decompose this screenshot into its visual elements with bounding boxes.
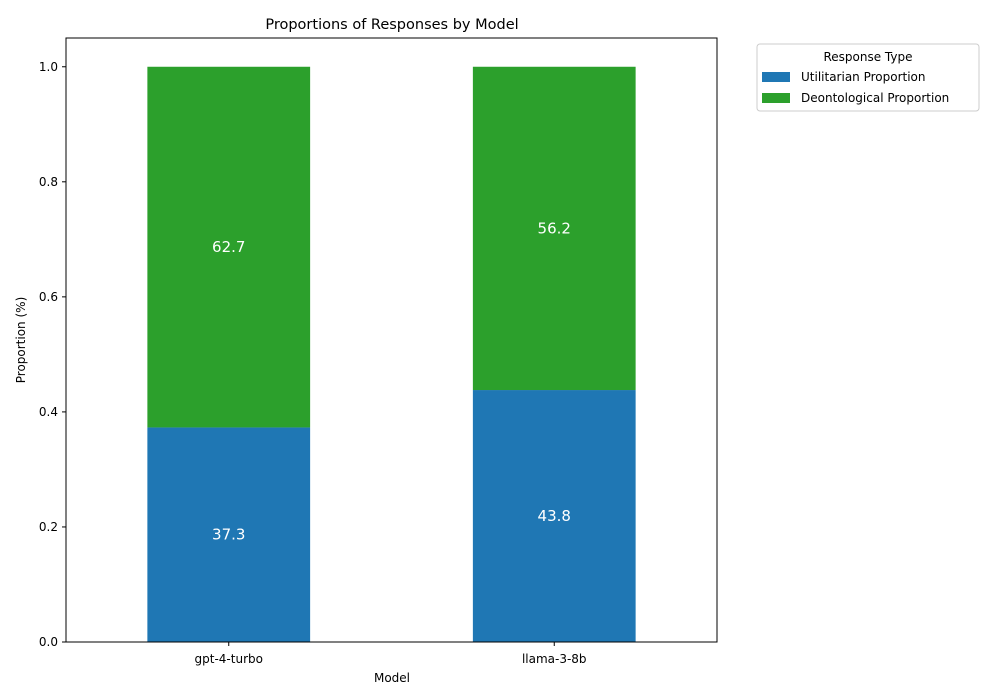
legend: Response Type Utilitarian Proportion Deo… [756,43,980,112]
y-axis: 0.0 0.2 0.4 0.6 0.8 1.0 [39,60,66,649]
legend-label-utilitarian: Utilitarian Proportion [801,70,926,84]
x-tick-label: llama-3-8b [522,652,587,666]
x-tick-label: gpt-4-turbo [195,652,263,666]
bar-gpt-4-turbo-series-0 [147,427,311,642]
y-tick-label: 0.0 [39,635,58,649]
y-tick-label: 0.2 [39,520,58,534]
bar-gpt-4-turbo-series-1 [147,66,311,428]
y-tick-label: 1.0 [39,60,58,74]
legend-swatch-utilitarian [762,72,790,82]
legend-title: Response Type [823,50,912,64]
y-tick-label: 0.4 [39,405,58,419]
y-axis-label: Proportion (%) [14,297,28,384]
x-axis: gpt-4-turbo llama-3-8b [195,642,587,666]
data-label-llama-3-8b-series-1: 56.2 [538,219,571,237]
bar-llama-3-8b-series-0 [472,390,636,642]
x-axis-label: Model [374,671,410,685]
plot-frame [65,37,718,643]
data-label-llama-3-8b-series-0: 43.8 [538,507,571,525]
data-labels-group: 37.3 62.7 43.8 56.2 [212,219,571,543]
legend-swatch-deontological [762,93,790,103]
bar-llama-3-8b-series-1 [472,66,636,391]
legend-box [756,43,980,112]
y-tick-label: 0.8 [39,175,58,189]
y-tick-label: 0.6 [39,290,58,304]
data-label-gpt-4-turbo-series-0: 37.3 [212,526,245,544]
chart-title: Proportions of Responses by Model [265,17,518,33]
data-label-gpt-4-turbo-series-1: 62.7 [212,238,245,256]
legend-label-deontological: Deontological Proportion [801,91,949,105]
bars-group [147,66,636,642]
